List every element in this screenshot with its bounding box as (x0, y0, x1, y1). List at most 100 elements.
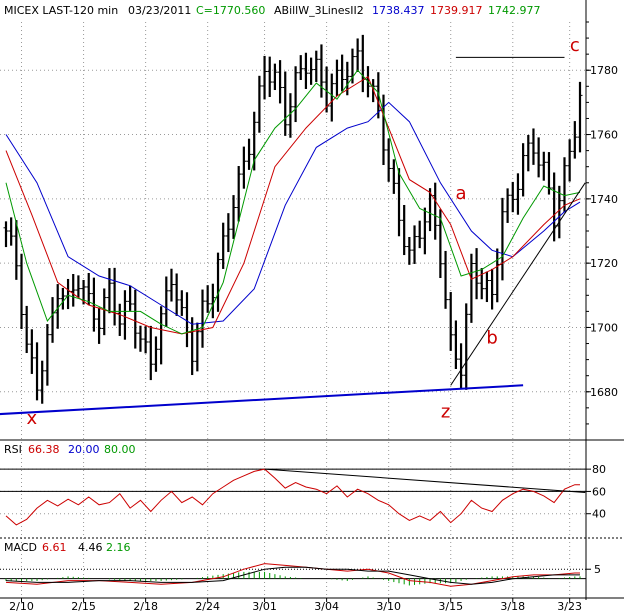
date-axis-label-3: 2/24 (195, 600, 220, 613)
price-bar-97 (505, 188, 511, 223)
price-bar-95 (494, 248, 500, 303)
rsi-trendline (264, 468, 586, 493)
price-bar-74 (386, 138, 392, 182)
price-bars-layer (3, 34, 583, 404)
average-line-2 (5, 69, 581, 335)
price-bar-57 (298, 55, 304, 80)
price-bar-8 (44, 324, 50, 386)
wave-label-x: x (27, 408, 38, 429)
macd-axis-label-0: 5 (594, 563, 601, 576)
annotations-layer: x z a b c (27, 35, 580, 429)
average-line-1 (5, 75, 581, 335)
date-axis-label-0: 2/10 (9, 600, 34, 613)
chart-date: 03/23/2011 (128, 4, 191, 17)
price-bar-56 (293, 66, 299, 123)
trendline-0 (0, 384, 524, 416)
price-bar-68 (355, 38, 361, 72)
rsi-axis-label-0: 40 (592, 508, 606, 521)
price-bar-41 (215, 252, 221, 312)
price-bar-88 (458, 343, 464, 390)
price-bar-85 (443, 250, 449, 309)
price-bar-13 (70, 273, 76, 307)
indicator-value-red: 1739.917 (430, 4, 483, 17)
price-bar-103 (536, 137, 542, 178)
price-bar-7 (39, 360, 45, 404)
price-bar-29 (153, 336, 159, 372)
average-line-0 (5, 101, 581, 325)
price-bar-92 (479, 268, 485, 300)
price-bar-4 (24, 305, 30, 354)
price-bar-46 (241, 146, 247, 189)
rsi-axis-label-2: 80 (592, 463, 606, 476)
price-bar-65 (339, 54, 345, 92)
wave-label-z: z (441, 401, 450, 422)
close-value: C=1770.560 (196, 4, 265, 17)
price-bar-110 (572, 121, 578, 159)
price-bar-45 (236, 166, 242, 222)
price-bar-52 (272, 63, 278, 91)
price-bar-44 (231, 195, 237, 239)
price-bar-106 (551, 172, 557, 242)
price-bar-28 (148, 325, 154, 381)
price-axis-label-2: 1720 (590, 257, 618, 270)
price-bar-104 (541, 151, 547, 181)
rsi-axis-label-1: 60 (592, 485, 606, 498)
price-bar-16 (86, 272, 92, 306)
price-bar-32 (168, 268, 174, 302)
price-bar-43 (225, 213, 231, 253)
price-bar-108 (561, 157, 567, 213)
rsi-line (5, 468, 580, 526)
price-bar-96 (499, 197, 505, 281)
price-axis-label-3: 1740 (590, 193, 618, 206)
price-bar-36 (189, 317, 195, 376)
price-bar-5 (29, 329, 35, 374)
price-bar-20 (106, 268, 112, 314)
price-bar-101 (525, 134, 531, 172)
price-bar-33 (174, 273, 180, 316)
price-bar-39 (205, 285, 211, 313)
rsi-low-level: 20.00 (68, 443, 100, 456)
price-bar-22 (117, 303, 123, 336)
macd-signal-value: 4.46 (78, 541, 103, 554)
price-bar-102 (530, 128, 536, 165)
price-bar-27 (143, 326, 149, 354)
price-bar-77 (401, 204, 407, 256)
price-bar-89 (463, 303, 469, 390)
trendline-1 (450, 182, 586, 386)
price-bar-55 (287, 93, 293, 138)
price-bar-6 (34, 342, 40, 401)
price-bar-42 (220, 222, 226, 269)
price-bar-63 (329, 73, 335, 122)
price-bar-75 (391, 159, 397, 194)
macd-histogram-value: 2.16 (106, 541, 131, 554)
price-bar-9 (50, 297, 56, 343)
price-bar-81 (422, 207, 428, 255)
price-bar-12 (65, 278, 71, 310)
price-bar-80 (417, 220, 423, 249)
price-bar-98 (510, 181, 516, 213)
grid-layer (0, 22, 586, 600)
date-axis-label-5: 3/04 (314, 600, 339, 613)
price-bar-34 (179, 290, 185, 316)
rsi-value: 66.38 (28, 443, 60, 456)
date-axis-label-4: 3/01 (252, 600, 277, 613)
price-bar-25 (132, 289, 138, 349)
indicator-name: ABillW_3LinesII2 (274, 4, 364, 17)
price-bar-50 (262, 55, 268, 100)
price-bar-100 (520, 143, 526, 197)
price-bar-64 (334, 59, 340, 96)
macd-value: 6.61 (42, 541, 67, 554)
price-bar-26 (137, 325, 143, 352)
price-bar-83 (432, 182, 438, 240)
price-bar-87 (453, 320, 459, 370)
indicator-lines-layer (0, 56, 586, 587)
price-bar-0 (3, 221, 9, 248)
date-axis-label-9: 3/23 (557, 600, 582, 613)
price-axis-label-4: 1760 (590, 129, 618, 142)
price-bar-38 (200, 289, 206, 348)
indicator-value-blue: 1738.437 (372, 4, 425, 17)
price-bar-11 (60, 287, 66, 310)
price-bar-24 (127, 285, 133, 311)
